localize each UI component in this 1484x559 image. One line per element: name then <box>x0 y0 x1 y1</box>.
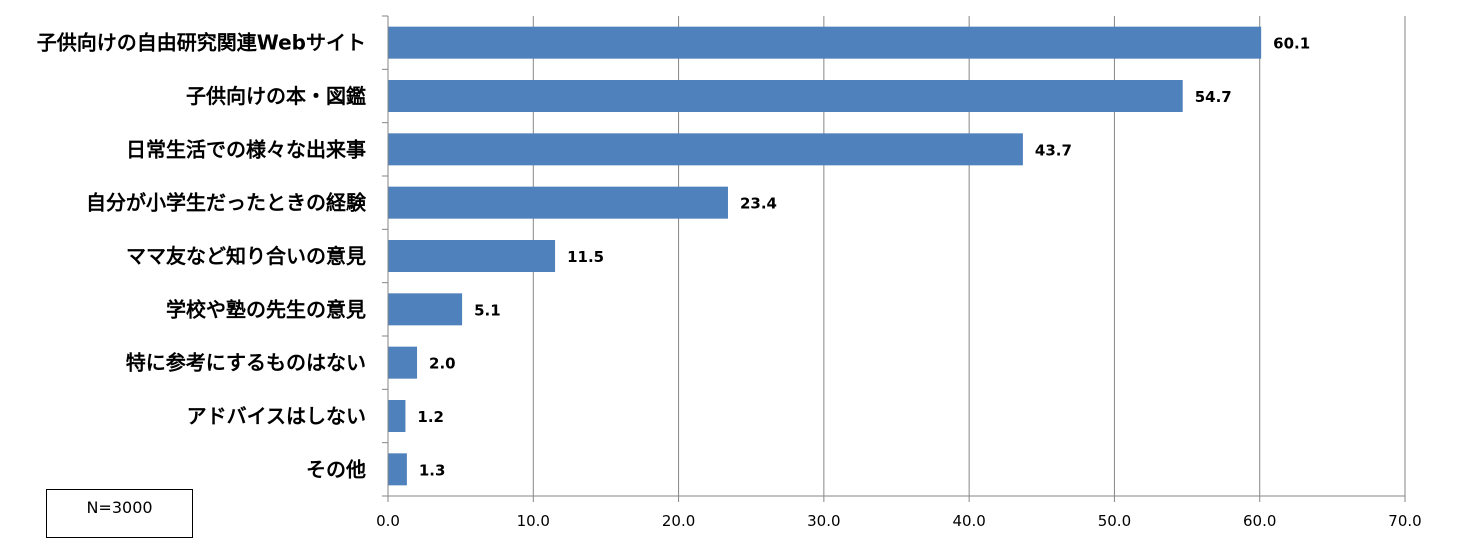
value-label: 60.1 <box>1273 35 1310 53</box>
value-label: 2.0 <box>429 355 456 373</box>
bar <box>388 400 406 432</box>
bar <box>388 293 463 326</box>
category-label: 日常生活での様々な出来事 <box>126 137 366 161</box>
category-label: その他 <box>306 457 366 481</box>
value-label: 23.4 <box>740 195 777 213</box>
value-label: 54.7 <box>1195 88 1232 106</box>
category-label: 学校や塾の先生の意見 <box>166 297 366 321</box>
bar <box>388 26 1262 59</box>
x-tick-label: 20.0 <box>662 512 695 530</box>
category-label: 子供向けの本・図鑑 <box>186 84 366 108</box>
category-label: 特に参考にするものはない <box>126 351 366 375</box>
x-tick-label: 60.0 <box>1243 512 1276 530</box>
category-label: 自分が小学生だったときの経験 <box>86 191 367 215</box>
category-label: 子供向けの自由研究関連Webサイト <box>37 31 366 55</box>
bar <box>388 133 1023 166</box>
x-tick-label: 10.0 <box>517 512 550 530</box>
labels: 0.0 10.0 20.0 30.0 40.0 50.0 60.0 70.0 子供向けの自由研究… <box>37 31 1422 530</box>
value-label: 1.2 <box>417 408 444 426</box>
bar <box>388 346 418 379</box>
bar <box>388 240 556 272</box>
bar <box>388 453 407 486</box>
value-label: 5.1 <box>474 301 501 319</box>
axes <box>382 15 1406 502</box>
x-tick-label: 40.0 <box>952 512 985 530</box>
x-tick-label: 0.0 <box>376 512 400 530</box>
bar <box>388 80 1183 112</box>
category-label: アドバイスはしない <box>187 404 366 428</box>
x-tick-label: 50.0 <box>1098 512 1131 530</box>
x-tick-label: 70.0 <box>1388 512 1421 530</box>
value-label: 11.5 <box>567 248 604 266</box>
category-label: ママ友など知り合いの意見 <box>126 244 366 268</box>
bars <box>388 26 1262 486</box>
value-label: 43.7 <box>1035 141 1072 159</box>
x-tick-label: 30.0 <box>807 512 840 530</box>
value-label: 1.3 <box>419 461 446 479</box>
bar <box>388 186 728 219</box>
sample-size-note: N=3000 <box>46 489 193 538</box>
